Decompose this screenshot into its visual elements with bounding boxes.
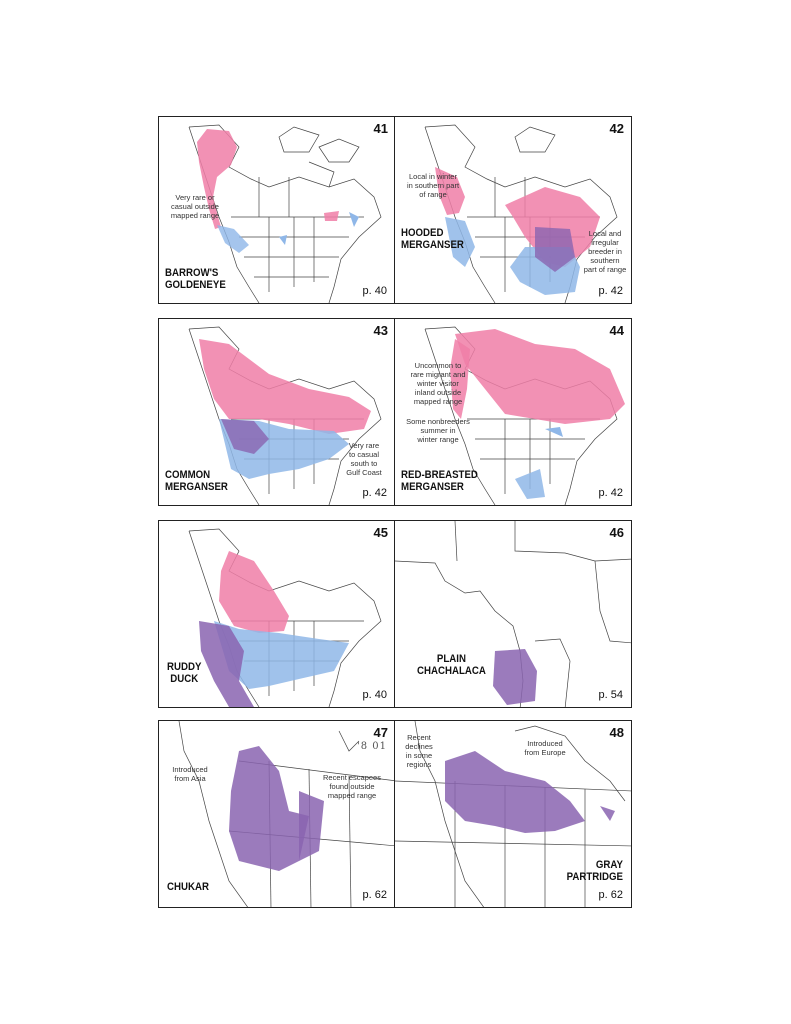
- map-number: 44: [609, 323, 624, 338]
- map-number: 47: [373, 725, 388, 740]
- map-number: 45: [373, 525, 388, 540]
- range-map-45: 45 RUDDY DUCK p. 40: [158, 520, 396, 708]
- map-number: 42: [609, 121, 624, 136]
- range-map-drawing: [188, 124, 382, 303]
- page-reference: p. 62: [598, 889, 623, 901]
- map-number: 41: [373, 121, 388, 136]
- page-reference: p. 42: [598, 487, 623, 499]
- species-name: COMMON MERGANSER: [165, 469, 228, 493]
- range-map-43: 43 Very rare to casual south to Gulf Coa…: [158, 318, 396, 506]
- range-note: Very rare to casual south to Gulf Coast: [346, 441, 382, 477]
- page-reference: p. 54: [598, 689, 623, 701]
- range-map-drawing: [395, 721, 631, 907]
- species-name: RED-BREASTED MERGANSER: [401, 469, 478, 493]
- range-map-48: 48 Recent declines in some regions Intro…: [394, 720, 632, 908]
- species-name: BARROW'S GOLDENEYE: [165, 267, 226, 291]
- range-map-46: 46 PLAIN CHACHALACA p. 54: [394, 520, 632, 708]
- page-reference: p. 42: [362, 487, 387, 499]
- range-map-drawing: [395, 521, 631, 707]
- range-note: Local and irregular breeder in southern …: [583, 229, 627, 274]
- map-number: 46: [609, 525, 624, 540]
- page-reference: p. 62: [362, 889, 387, 901]
- range-note: Some nonbreeders summer in winter range: [406, 417, 470, 444]
- range-note: Very rare or casual outside mapped range: [170, 193, 220, 220]
- range-note: Local in winter in southern part of rang…: [406, 172, 460, 199]
- handwritten-mark: '8 01: [356, 741, 387, 752]
- range-note: Introduced from Europe: [524, 739, 566, 757]
- species-name: CHUKAR: [167, 881, 209, 893]
- range-map-drawing: [178, 721, 395, 907]
- range-map-44: 44 Uncommon to rare migrant and winter v…: [394, 318, 632, 506]
- range-map-47: 47 '8 01 Introduced from Asia Recent esc…: [158, 720, 396, 908]
- species-name: RUDDY DUCK: [167, 661, 202, 685]
- range-map-drawing: [188, 326, 382, 505]
- range-note: Recent escapees found outside mapped ran…: [323, 773, 381, 800]
- range-map-42: 42 Local in winter in southern part of r…: [394, 116, 632, 304]
- range-note: Introduced from Asia: [172, 765, 208, 783]
- range-map-drawing: [424, 326, 625, 505]
- page-reference: p. 40: [362, 689, 387, 701]
- range-map-drawing: [188, 528, 382, 707]
- range-note: Uncommon to rare migrant and winter visi…: [410, 361, 466, 406]
- range-map-41: 41 Very rare or casual outside mapped ra…: [158, 116, 396, 304]
- range-note: Recent declines in some regions: [405, 733, 433, 769]
- species-name: HOODED MERGANSER: [401, 227, 464, 251]
- map-number: 43: [373, 323, 388, 338]
- map-number: 48: [609, 725, 624, 740]
- range-map-drawing: [424, 124, 618, 303]
- page-reference: p. 40: [362, 285, 387, 297]
- species-name: GRAY PARTRIDGE: [566, 859, 623, 883]
- species-name: PLAIN CHACHALACA: [417, 653, 486, 677]
- page-reference: p. 42: [598, 285, 623, 297]
